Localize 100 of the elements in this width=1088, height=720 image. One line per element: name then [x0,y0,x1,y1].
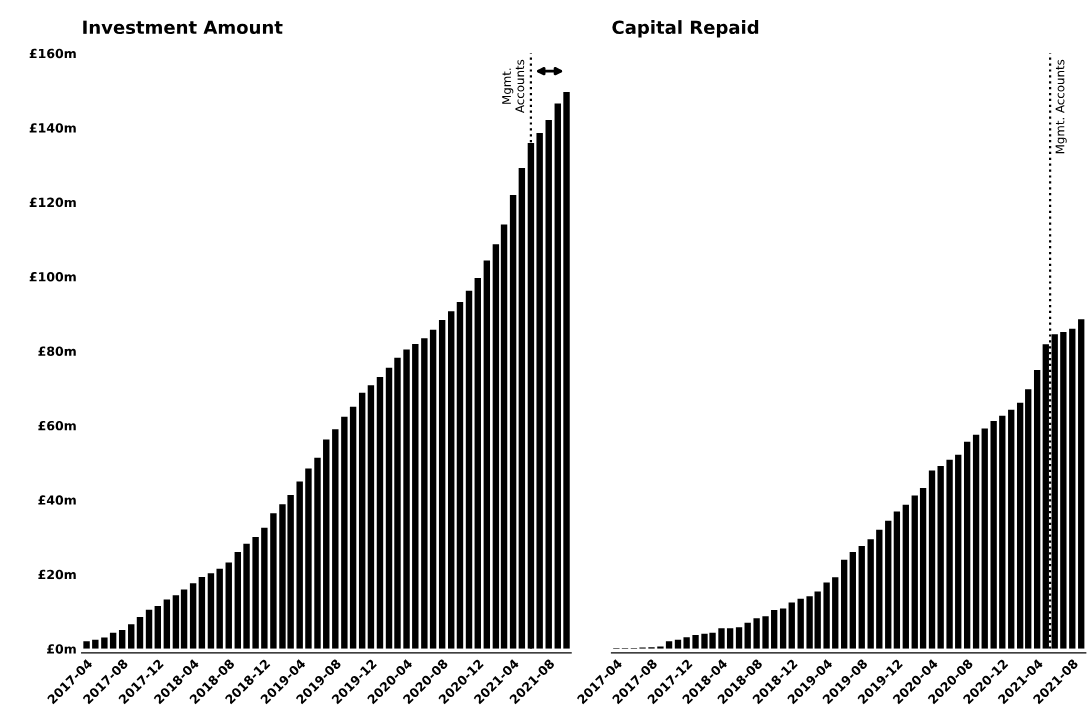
bar [180,589,188,649]
bar [990,420,997,649]
bar [465,290,473,649]
bar [963,441,971,649]
bar [456,301,464,649]
bar [421,338,428,649]
bar [545,119,552,649]
bar [832,577,839,649]
bar [314,457,321,649]
bar [849,551,856,649]
bar [771,610,778,649]
bar [867,539,874,649]
bar [536,132,543,649]
bar [376,377,384,649]
bar [797,598,804,649]
bar [858,546,865,649]
bar [332,429,339,649]
bar [554,103,561,649]
bar [385,367,393,649]
chart-title: Capital Repaid [612,20,759,38]
bar [216,568,223,649]
bar [788,602,795,649]
bar [1078,319,1085,649]
bar [438,320,446,649]
bar [92,639,99,649]
y-tick-label: £140m [29,123,76,133]
y-tick-label: £0m [47,644,76,654]
bar [911,495,918,649]
bar [172,595,180,649]
bar [999,415,1006,649]
bar [814,591,821,649]
bar [692,634,699,649]
bar [448,311,455,649]
bar [145,609,153,649]
bar [902,504,909,649]
bar [1008,409,1015,649]
bar [225,562,232,649]
bar [937,465,944,649]
bar [744,622,751,649]
bar [429,329,437,649]
bar [841,559,848,649]
bar [341,416,348,649]
bar [919,487,927,649]
bar [563,91,570,649]
bar [198,576,206,649]
bar [779,608,787,649]
bar [207,573,215,649]
bar [509,195,517,649]
bar [163,599,171,649]
bar [823,582,830,649]
bar [367,385,375,649]
y-tick-label: £20m [38,569,76,580]
bar [474,278,481,649]
bar [946,459,953,649]
bar [118,630,126,649]
bar [753,618,760,649]
bar [726,628,734,649]
y-tick-label: £120m [29,197,76,208]
bar [885,520,892,649]
bar [1025,389,1032,649]
y-tick-label: £80m [38,346,76,356]
ref-line-label: Mgmt. Accounts [502,59,525,113]
bar [101,637,108,649]
bar [1069,328,1076,649]
bar [492,244,500,649]
bar [296,481,303,649]
y-tick-label: £40m [38,495,76,505]
bar [718,628,725,649]
y-tick-label: £60m [38,420,76,431]
bar [189,583,197,649]
bar [243,543,250,649]
bar [358,392,366,649]
bar [518,167,526,649]
bar [876,529,883,649]
bar [349,406,357,649]
bar [893,511,901,649]
bar [657,646,664,649]
bar [1060,332,1067,649]
bar [252,537,259,649]
bar [762,616,769,649]
bar [928,470,936,649]
bar [305,468,312,649]
bar [483,260,491,649]
bar [128,624,135,649]
bar [403,349,410,649]
bar [1033,369,1041,649]
bar [806,596,813,649]
chart-title: Investment Amount [83,20,283,35]
bar [136,617,144,649]
bar [394,357,401,649]
bar [981,428,988,649]
bar [234,551,241,649]
bar [1016,402,1024,649]
bar [683,637,690,649]
bar [412,343,419,649]
bar [154,605,162,649]
y-tick-label: £100m [29,272,76,282]
y-tick-label: £160m [29,48,76,59]
bar [735,627,743,649]
bar [972,434,980,649]
